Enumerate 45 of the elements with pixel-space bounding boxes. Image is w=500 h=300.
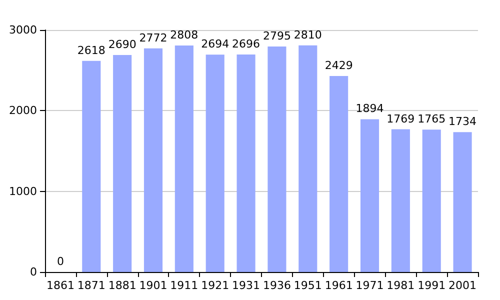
bar xyxy=(268,46,286,272)
x-tick-label: 1961 xyxy=(324,279,353,292)
data-label: 2772 xyxy=(139,31,168,44)
bar xyxy=(174,45,194,272)
data-label: 1734 xyxy=(448,115,477,128)
x-tick-label: 1936 xyxy=(262,279,291,292)
bar xyxy=(206,54,224,272)
bar xyxy=(422,130,441,272)
bar xyxy=(330,76,348,272)
data-label: 0 xyxy=(56,255,64,268)
data-label: 2696 xyxy=(232,38,260,51)
x-tick-label: 1971 xyxy=(356,279,384,292)
bar xyxy=(113,55,132,272)
bar xyxy=(360,119,380,272)
data-label: 1769 xyxy=(386,112,415,126)
data-label: 2618 xyxy=(77,44,106,57)
x-tick-label: 1861 xyxy=(46,279,74,292)
x-tick-label: 1981 xyxy=(386,279,415,292)
y-tick-label: 3000 xyxy=(9,24,37,36)
y-tick-label: 1000 xyxy=(9,184,37,198)
x-tick-label: 2001 xyxy=(448,279,477,292)
data-label: 2690 xyxy=(108,38,136,52)
x-tick-label: 1881 xyxy=(108,279,136,292)
data-label: 2429 xyxy=(324,59,353,72)
data-label: 2808 xyxy=(170,28,198,42)
x-tick-label: 1901 xyxy=(139,279,168,292)
x-tick-label: 1951 xyxy=(294,279,322,292)
data-label: 1894 xyxy=(356,102,384,116)
data-label: 2795 xyxy=(262,30,291,43)
bar xyxy=(453,132,472,272)
x-tick-label: 1931 xyxy=(232,279,260,292)
data-label: 2694 xyxy=(201,38,230,51)
bar xyxy=(236,54,256,272)
bar xyxy=(82,60,101,272)
data-label: 1765 xyxy=(418,112,446,126)
x-tick-label: 1921 xyxy=(201,279,230,292)
x-tick-label: 1991 xyxy=(418,279,446,292)
bar xyxy=(298,45,318,272)
x-tick-label: 1911 xyxy=(170,279,198,292)
y-tick-label: 2000 xyxy=(9,104,37,118)
bar xyxy=(144,48,163,272)
y-tick-label: 0 xyxy=(30,266,37,278)
data-label: 2810 xyxy=(294,28,322,42)
x-tick-label: 1871 xyxy=(77,279,106,292)
bar xyxy=(391,129,410,272)
